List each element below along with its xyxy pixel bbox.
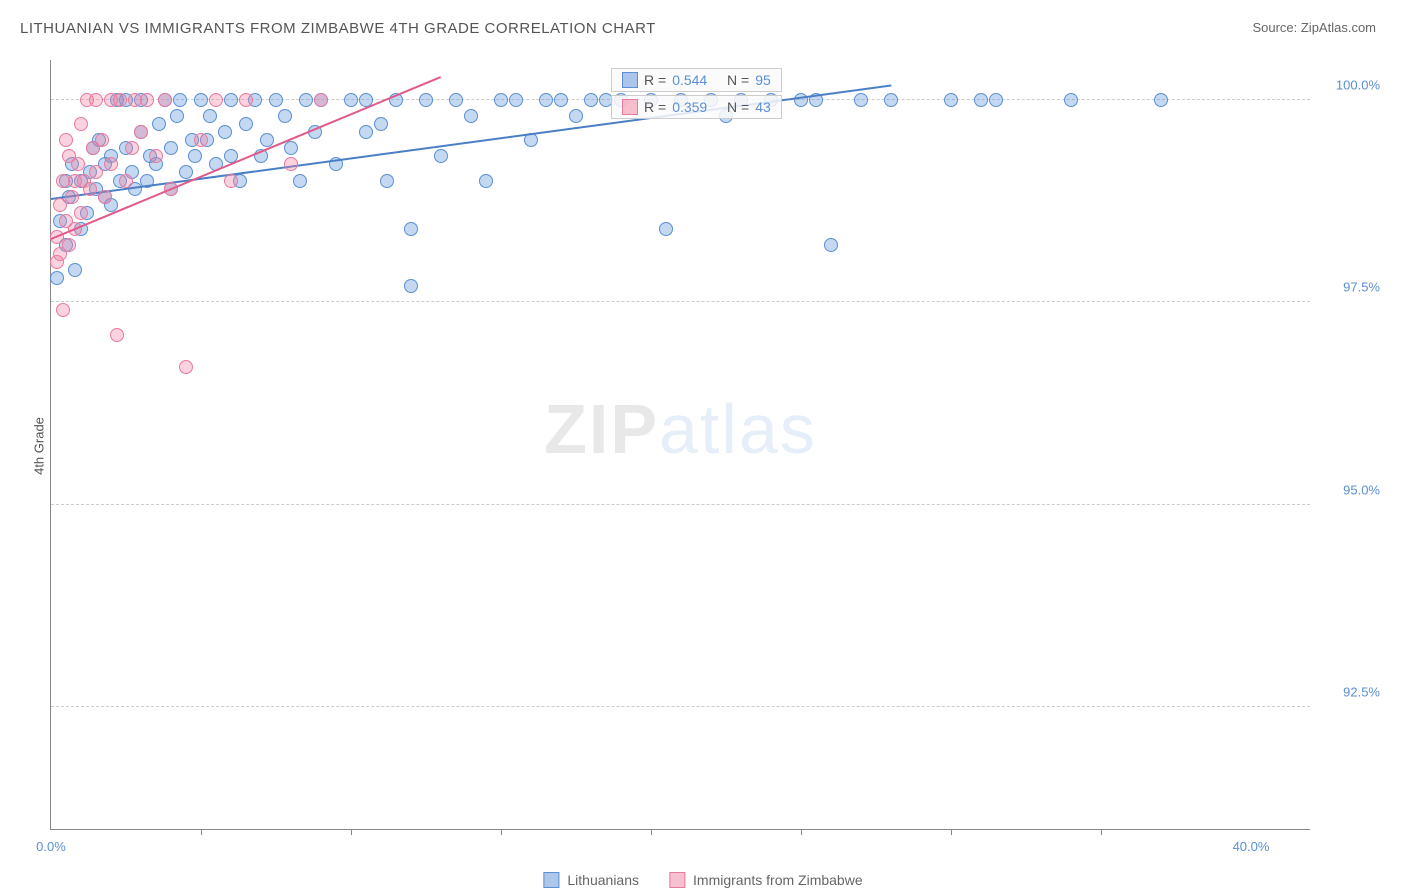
correlation-stats: R =0.359 N =43 [611,95,782,119]
correlation-stats: R =0.544 N =95 [611,68,782,92]
y-tick-label: 92.5% [1343,685,1380,700]
data-point [224,93,238,107]
data-point [239,117,253,131]
data-point [164,141,178,155]
watermark: ZIPatlas [544,389,817,469]
data-point [293,174,307,188]
data-point [89,165,103,179]
data-point [104,157,118,171]
legend-item: Immigrants from Zimbabwe [669,872,863,888]
data-point [158,93,172,107]
x-tick [201,829,202,835]
data-point [194,133,208,147]
data-point [62,238,76,252]
data-point [509,93,523,107]
data-point [149,149,163,163]
data-point [884,93,898,107]
data-point [1154,93,1168,107]
legend: Lithuanians Immigrants from Zimbabwe [543,872,862,888]
chart-title: LITHUANIAN VS IMMIGRANTS FROM ZIMBABWE 4… [20,20,656,37]
data-point [74,117,88,131]
data-point [539,93,553,107]
data-point [134,125,148,139]
scatter-plot-area: ZIPatlas 92.5%95.0%97.5%100.0%0.0%40.0%R… [50,60,1310,830]
data-point [170,109,184,123]
data-point [239,93,253,107]
x-tick [651,829,652,835]
data-point [449,93,463,107]
data-point [59,133,73,147]
data-point [218,125,232,139]
data-point [554,93,568,107]
data-point [434,149,448,163]
data-point [419,93,433,107]
data-point [359,125,373,139]
data-point [314,93,328,107]
data-point [824,238,838,252]
data-point [404,279,418,293]
y-tick-label: 100.0% [1336,77,1380,92]
data-point [71,157,85,171]
data-point [119,174,133,188]
data-point [494,93,508,107]
data-point [209,93,223,107]
y-tick-label: 97.5% [1343,280,1380,295]
x-tick-label: 40.0% [1233,839,1270,854]
data-point [974,93,988,107]
data-point [113,93,127,107]
gridline [51,301,1310,302]
data-point [188,149,202,163]
data-point [374,117,388,131]
data-point [569,109,583,123]
data-point [344,93,358,107]
data-point [89,93,103,107]
data-point [299,93,313,107]
data-point [83,182,97,196]
data-point [584,93,598,107]
gridline [51,706,1310,707]
x-tick [1101,829,1102,835]
data-point [989,93,1003,107]
y-tick-label: 95.0% [1343,482,1380,497]
x-tick [951,829,952,835]
data-point [464,109,478,123]
x-tick [501,829,502,835]
data-point [68,263,82,277]
data-point [50,271,64,285]
data-point [74,206,88,220]
data-point [179,360,193,374]
data-point [1064,93,1078,107]
data-point [110,328,124,342]
data-point [479,174,493,188]
data-point [173,93,187,107]
data-point [278,109,292,123]
data-point [140,93,154,107]
data-point [944,93,958,107]
data-point [380,174,394,188]
data-point [224,174,238,188]
x-tick [351,829,352,835]
data-point [95,133,109,147]
source-label: Source: ZipAtlas.com [1252,20,1376,35]
data-point [854,93,868,107]
data-point [179,165,193,179]
data-point [194,93,208,107]
legend-item: Lithuanians [543,872,639,888]
data-point [794,93,808,107]
data-point [125,141,139,155]
data-point [56,303,70,317]
x-tick [801,829,802,835]
gridline [51,504,1310,505]
data-point [65,190,79,204]
data-point [98,190,112,204]
data-point [152,117,166,131]
data-point [659,222,673,236]
data-point [269,93,283,107]
data-point [404,222,418,236]
data-point [203,109,217,123]
data-point [284,157,298,171]
y-axis-label: 4th Grade [31,417,46,475]
x-tick-label: 0.0% [36,839,66,854]
data-point [284,141,298,155]
